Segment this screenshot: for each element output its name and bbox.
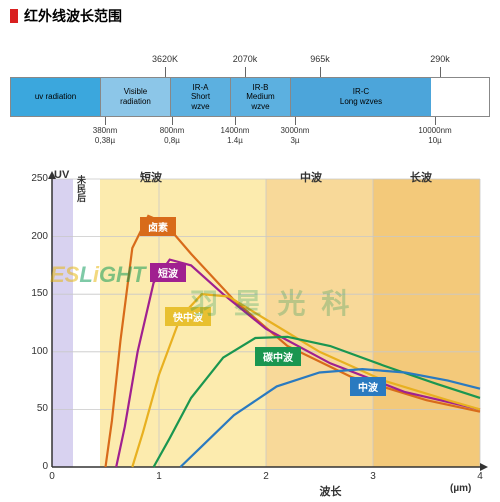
x-tick-label: 2 [263,471,269,482]
spectrum-band: IR-CLong wzves [291,78,431,116]
emission-chart: UV未民后短波中波长波05010015020025001234波长(µm)卤素短… [10,167,490,502]
wavelength-label: 10000nm10µ [418,126,451,145]
x-tick-label: 1 [156,471,162,482]
temp-label: 2070k [233,54,258,64]
spectrum-band: IR-BMediumwzve [231,78,291,116]
y-tick-label: 0 [42,461,48,472]
chart-svg [10,167,490,502]
y-tick-label: 100 [31,346,48,357]
temp-label: 965k [310,54,330,64]
series-label: 短波 [150,263,186,282]
spectrum-diagram: 3620K 2070k 965k 290k uv radiationVisiblerad… [10,52,490,162]
spectrum-band: Visibleradiation [101,78,171,116]
title-row: 红外线波长范围 [0,0,500,32]
x-tick-label: 0 [49,471,55,482]
series-label: 中波 [350,377,386,396]
band-label: 中波 [300,169,322,185]
page-title: 红外线波长范围 [24,6,122,26]
wavelength-label: 3000nm3µ [281,126,310,145]
series-label: 快中波 [165,307,211,326]
y-tick-label: 50 [37,403,48,414]
band-label: 未民后 [75,175,88,202]
spectrum-band: IR-AShortwzve [171,78,231,116]
y-tick-label: 200 [31,231,48,242]
spectrum-band: uv radiation [11,78,101,116]
temp-label: 3620K [152,54,178,64]
band-label: 短波 [140,169,162,185]
x-tick-label: 3 [370,471,376,482]
series-label: 碳中波 [255,347,301,366]
x-axis-title: 波长 [320,483,342,499]
y-tick-label: 150 [31,288,48,299]
y-tick-label: 250 [31,173,48,184]
wavelength-label: 380nm0,38µ [93,126,117,145]
spectrum-boxes: uv radiationVisibleradiationIR-AShortwzv… [10,77,490,117]
wavelength-label: 800nm0,8µ [160,126,184,145]
band-label: 长波 [410,169,432,185]
series-label: 卤素 [140,217,176,236]
temp-label: 290k [430,54,450,64]
band-label: UV [54,169,69,181]
x-axis-unit: (µm) [450,483,471,494]
wavelength-label: 1400nm1.4µ [221,126,250,145]
x-tick-label: 4 [477,471,483,482]
title-marker [10,9,18,23]
